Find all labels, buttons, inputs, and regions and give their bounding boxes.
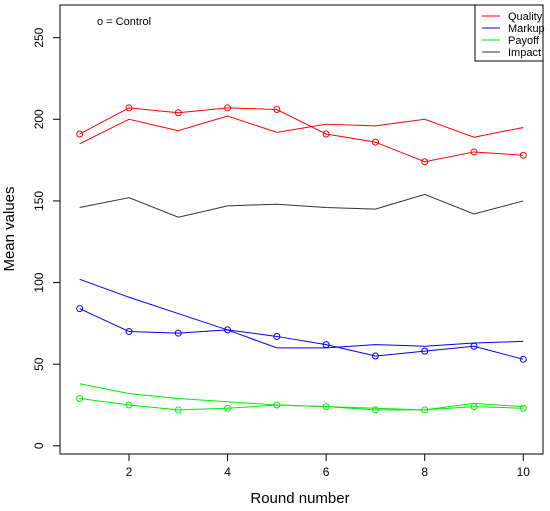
legend-label-markup: Markup <box>508 23 545 35</box>
control-point-payoff <box>322 403 330 411</box>
control-point-quality <box>76 130 84 138</box>
control-point-markup <box>224 326 232 334</box>
control-point-quality <box>224 104 232 112</box>
control-point-quality <box>125 104 133 112</box>
control-line-payoff <box>79 397 524 411</box>
series-quality <box>76 104 527 166</box>
y-tick-label: 100 <box>32 272 46 292</box>
x-tick-label: 4 <box>224 465 231 479</box>
series-line-markup <box>79 278 524 349</box>
legend-label-impact: Impact <box>508 47 541 59</box>
series-line-impact <box>79 193 524 218</box>
series-markup <box>76 278 527 363</box>
legend-label-quality: Quality <box>508 11 543 23</box>
control-point-markup <box>470 342 478 350</box>
x-axis: 2 4 6 8 10 <box>126 453 531 479</box>
control-point-payoff <box>470 403 478 411</box>
control-point-markup <box>519 355 527 363</box>
y-axis-title: Mean values <box>1 186 18 271</box>
control-point-markup <box>273 332 281 340</box>
control-point-markup <box>371 352 379 360</box>
control-point-quality <box>174 109 182 117</box>
control-point-markup <box>125 328 133 336</box>
control-point-payoff <box>76 394 84 402</box>
series-line-quality <box>79 115 524 145</box>
y-tick-label: 150 <box>32 191 46 211</box>
x-axis-title: Round number <box>250 490 349 507</box>
x-tick-label: 10 <box>517 465 531 479</box>
control-point-quality <box>371 138 379 146</box>
control-point-markup <box>421 347 429 355</box>
legend-label-payoff: Payoff <box>508 35 540 47</box>
control-point-payoff <box>273 401 281 409</box>
y-tick-label: 250 <box>32 27 46 47</box>
control-point-quality <box>322 130 330 138</box>
x-tick-label: 2 <box>126 465 133 479</box>
control-point-quality <box>273 105 281 113</box>
control-line-markup <box>79 308 524 360</box>
y-tick-label: 200 <box>32 109 46 129</box>
x-tick-label: 8 <box>421 465 428 479</box>
control-point-payoff <box>421 406 429 414</box>
control-point-markup <box>76 305 84 313</box>
y-tick-label: 50 <box>32 357 46 371</box>
control-point-quality <box>421 158 429 166</box>
x-tick-label: 6 <box>323 465 330 479</box>
plot-box <box>59 4 544 455</box>
control-point-payoff <box>371 406 379 414</box>
control-point-quality <box>519 151 527 159</box>
y-axis: 0 50 100 150 200 250 <box>32 27 61 449</box>
control-point-payoff <box>224 404 232 412</box>
series-payoff <box>76 383 527 414</box>
series-layer <box>76 104 527 414</box>
control-line-quality <box>79 107 524 163</box>
control-point-markup <box>322 341 330 349</box>
control-point-quality <box>470 148 478 156</box>
annotation-control: o = Control <box>97 16 151 28</box>
series-impact <box>79 193 524 218</box>
control-point-payoff <box>519 404 527 412</box>
control-point-payoff <box>125 401 133 409</box>
control-point-payoff <box>174 406 182 414</box>
y-tick-label: 0 <box>32 442 46 449</box>
control-point-markup <box>174 329 182 337</box>
